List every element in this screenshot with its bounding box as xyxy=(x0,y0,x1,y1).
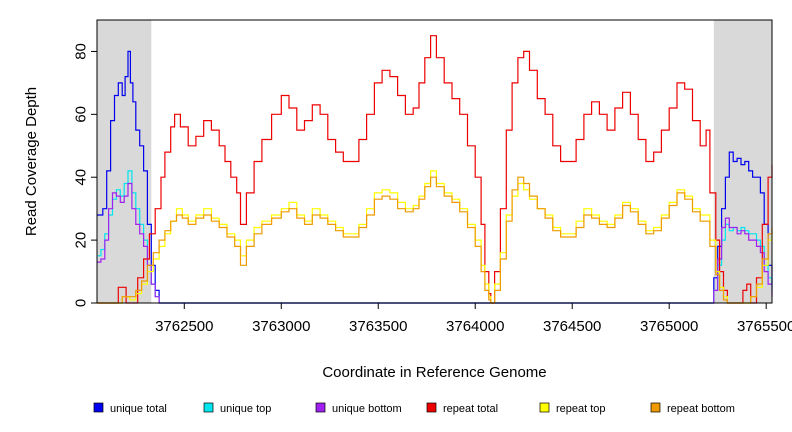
legend-swatch xyxy=(315,402,326,413)
x-axis-label: Coordinate in Reference Genome xyxy=(322,364,546,381)
shaded-region-1 xyxy=(97,20,152,303)
legend-swatch xyxy=(93,402,104,413)
legend-swatch xyxy=(203,402,214,413)
y-tick-label: 60 xyxy=(73,106,90,123)
legend-item-unique-total: unique total xyxy=(93,402,167,415)
series-lines xyxy=(97,35,773,304)
x-tick-label: 3763000 xyxy=(252,318,310,335)
series-line-unique-bottom xyxy=(97,182,773,304)
legend-label: repeat top xyxy=(556,403,606,415)
x-tick-label: 3765000 xyxy=(640,318,698,335)
series-line-unique-total xyxy=(97,50,773,304)
y-axis-label: Read Coverage Depth xyxy=(23,87,40,236)
legend-item-repeat-top: repeat top xyxy=(539,402,606,415)
y-axis: 0 20 40 60 80 xyxy=(73,43,97,307)
x-tick-label: 3765500 xyxy=(737,318,792,335)
legend-label: repeat bottom xyxy=(667,403,735,415)
x-tick-label: 3764500 xyxy=(543,318,601,335)
x-axis: 3762500 3763000 3763500 3764000 3764500 37650… xyxy=(155,303,792,335)
legend-label: unique total xyxy=(110,403,167,415)
y-tick-label: 80 xyxy=(73,43,90,60)
legend-swatch xyxy=(650,402,661,413)
y-tick-label: 40 xyxy=(73,169,90,186)
legend-item-repeat-bottom: repeat bottom xyxy=(650,402,735,415)
series-line-repeat-total xyxy=(97,35,773,304)
legend-item-unique-bottom: unique bottom xyxy=(315,402,402,415)
legend-swatch xyxy=(539,402,550,413)
series-line-repeat-bottom xyxy=(97,176,773,304)
x-tick-label: 3763500 xyxy=(349,318,407,335)
series-line-unique-top xyxy=(97,170,773,304)
legend-label: unique bottom xyxy=(332,403,402,415)
x-tick-label: 3762500 xyxy=(155,318,213,335)
legend: unique total unique top unique bottom repea… xyxy=(93,402,735,415)
legend-label: repeat total xyxy=(443,403,498,415)
y-tick-label: 20 xyxy=(73,232,90,249)
plot-frame xyxy=(96,19,773,304)
shaded-regions xyxy=(97,20,772,303)
series-line-repeat-top xyxy=(97,170,773,304)
legend-item-unique-top: unique top xyxy=(203,402,271,415)
legend-swatch xyxy=(426,402,437,413)
legend-item-repeat-total: repeat total xyxy=(426,402,498,415)
legend-label: unique top xyxy=(220,403,271,415)
shaded-region-2 xyxy=(713,20,772,303)
y-tick-label: 0 xyxy=(73,299,90,307)
x-tick-label: 3764000 xyxy=(446,318,504,335)
